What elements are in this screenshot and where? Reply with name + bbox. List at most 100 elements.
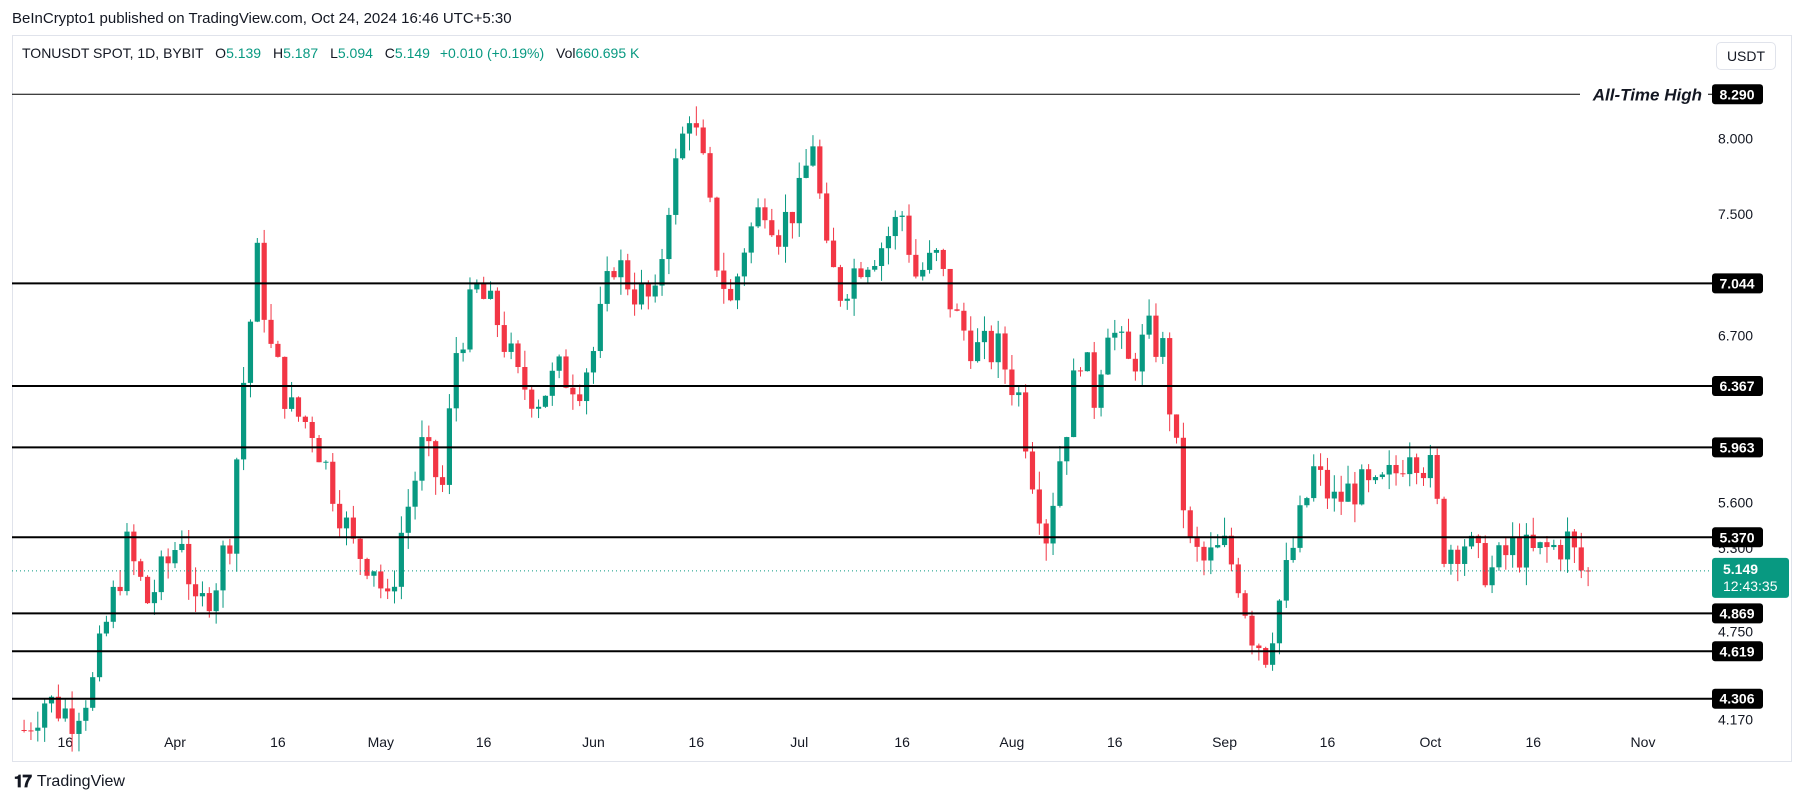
level-label-box (1712, 527, 1763, 548)
y-tick-label: 8.000 (1718, 130, 1753, 146)
candle-body (1283, 560, 1289, 601)
candle-body (83, 707, 89, 721)
candle-body (1242, 593, 1248, 616)
candle-body (1393, 464, 1399, 474)
level-label: 5.370 (1719, 529, 1754, 545)
x-tick-label: Aug (999, 734, 1024, 750)
candle-body (302, 416, 308, 422)
x-tick-label: Jul (790, 734, 808, 750)
candle-body (1043, 523, 1049, 544)
candle-body (240, 382, 247, 460)
footer-brand: 𝟏𝟕 TradingView (14, 772, 125, 792)
candle-body (1482, 543, 1488, 586)
candle-body (824, 193, 830, 241)
volume-value: 660.695 K (575, 45, 640, 61)
y-tick-label: 5.600 (1718, 494, 1753, 510)
candle-body (1537, 542, 1543, 549)
candle-body (1153, 315, 1159, 357)
candle-body (1057, 461, 1063, 506)
candle-body (117, 586, 123, 592)
candle-body (1160, 338, 1166, 357)
candle-body (398, 532, 404, 587)
candle-body (385, 588, 391, 592)
candle-body (755, 207, 761, 227)
close-label: C (384, 45, 395, 61)
candle-body (1091, 352, 1097, 408)
candle-body (1125, 331, 1132, 359)
candle-body (1496, 545, 1502, 568)
candle-body (1414, 457, 1420, 473)
candle-body (529, 389, 535, 409)
x-tick-label: 16 (894, 734, 910, 750)
candle-body (1105, 337, 1111, 375)
candle-body (632, 289, 638, 305)
candle-body (460, 349, 466, 354)
high-value: 5.187 (283, 45, 319, 61)
candle-body (789, 211, 795, 224)
level-label-box (1712, 641, 1763, 662)
candle-body (1084, 352, 1090, 372)
candle-body (1208, 547, 1214, 561)
candle-body (858, 268, 864, 278)
candle-body (1002, 333, 1008, 370)
x-tick-label: Jun (582, 734, 605, 750)
candle-body (968, 330, 974, 362)
candle-body (769, 220, 775, 236)
candle-body (213, 590, 219, 612)
low-label: L (330, 45, 338, 61)
candle-body (865, 269, 871, 278)
candle-body (323, 461, 329, 463)
candle-body (515, 343, 521, 368)
candle-body (1276, 600, 1283, 644)
candle-body (1338, 491, 1344, 502)
level-label-box (1712, 688, 1763, 709)
candle-body (1359, 469, 1365, 505)
candle-body (391, 586, 398, 592)
candle-body (467, 289, 473, 350)
candle-body (1317, 466, 1324, 470)
candle-body (1146, 315, 1152, 335)
candle-body (1366, 469, 1372, 481)
currency-button[interactable]: USDT (1716, 42, 1776, 70)
x-tick-label: Apr (164, 734, 186, 750)
candle-body (920, 269, 926, 277)
candle-body (1448, 549, 1454, 564)
x-tick-label: Oct (1419, 734, 1441, 750)
change-value: +0.010 (+0.19%) (439, 45, 545, 61)
candle-body (673, 158, 679, 215)
ath-label: All-Time High (1592, 85, 1702, 104)
candle-body (1228, 535, 1235, 565)
candle-body (172, 550, 178, 564)
candle-body (940, 249, 946, 269)
candle-body (885, 236, 892, 249)
candle-body (1551, 544, 1557, 548)
candle-body (782, 211, 789, 247)
candle-body (144, 576, 151, 604)
candle-body (563, 356, 569, 388)
candle-body (1434, 455, 1440, 499)
candle-body (734, 276, 741, 301)
candle-body (494, 290, 501, 326)
candle-body (21, 730, 27, 731)
candle-body (947, 268, 953, 310)
candle-body (652, 285, 658, 297)
candle-body (1427, 455, 1433, 479)
candle-body (1112, 332, 1118, 338)
candle-body (899, 215, 905, 217)
candle-body (1071, 370, 1077, 438)
candle-body (1187, 510, 1193, 537)
candle-body (618, 260, 624, 278)
brand-name: TradingView (36, 773, 125, 790)
candle-body (1029, 451, 1036, 490)
candle-body (474, 282, 480, 290)
symbol-label[interactable]: TONUSDT SPOT, 1D, BYBIT (22, 45, 204, 61)
candle-body (350, 517, 356, 539)
y-tick-label: 6.700 (1718, 328, 1753, 344)
candle-body (638, 282, 645, 305)
candle-body (1420, 472, 1427, 479)
candle-body (1215, 545, 1221, 548)
candle-body (1064, 437, 1070, 462)
candle-body (680, 133, 686, 159)
candle-body (261, 242, 267, 320)
